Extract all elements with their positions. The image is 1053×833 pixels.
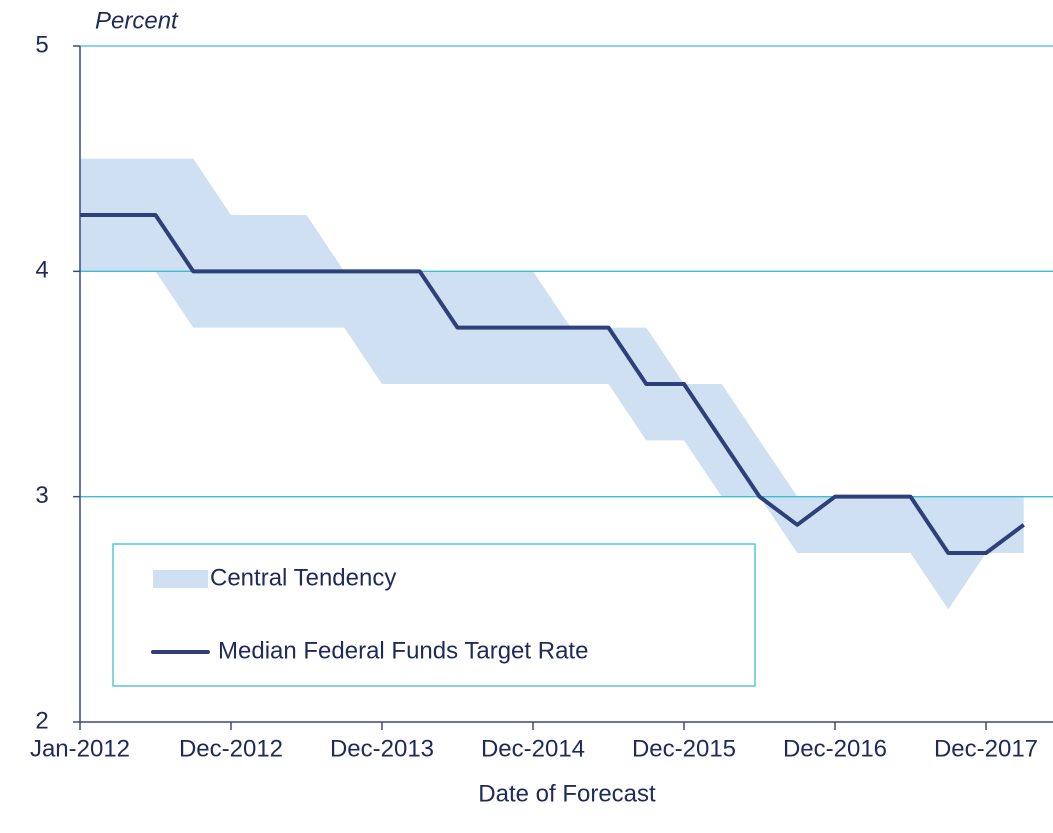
x-tick-label: Dec-2015 (632, 735, 736, 762)
legend-box (112, 543, 756, 687)
central-tendency-band (80, 158, 1024, 610)
y-tick-label: 2 (35, 707, 48, 734)
y-axis-label: Percent (95, 7, 179, 34)
x-axis-label: Date of Forecast (478, 780, 656, 807)
y-tick-label: 3 (35, 482, 48, 509)
legend-label: Central Tendency (210, 564, 396, 591)
y-tick-label: 5 (35, 31, 48, 58)
x-tick-label: Dec-2014 (481, 735, 585, 762)
x-tick-label: Dec-2016 (783, 735, 887, 762)
legend-label: Median Federal Funds Target Rate (218, 637, 588, 664)
x-tick-label: Dec-2012 (179, 735, 283, 762)
median-line (80, 213, 1025, 555)
x-tick-label: Jan-2012 (30, 735, 130, 762)
x-tick-label: Dec-2013 (330, 735, 434, 762)
y-tick-label: 4 (35, 257, 48, 284)
legend-swatch (153, 570, 208, 588)
x-tick-label: Dec-2017 (934, 735, 1038, 762)
